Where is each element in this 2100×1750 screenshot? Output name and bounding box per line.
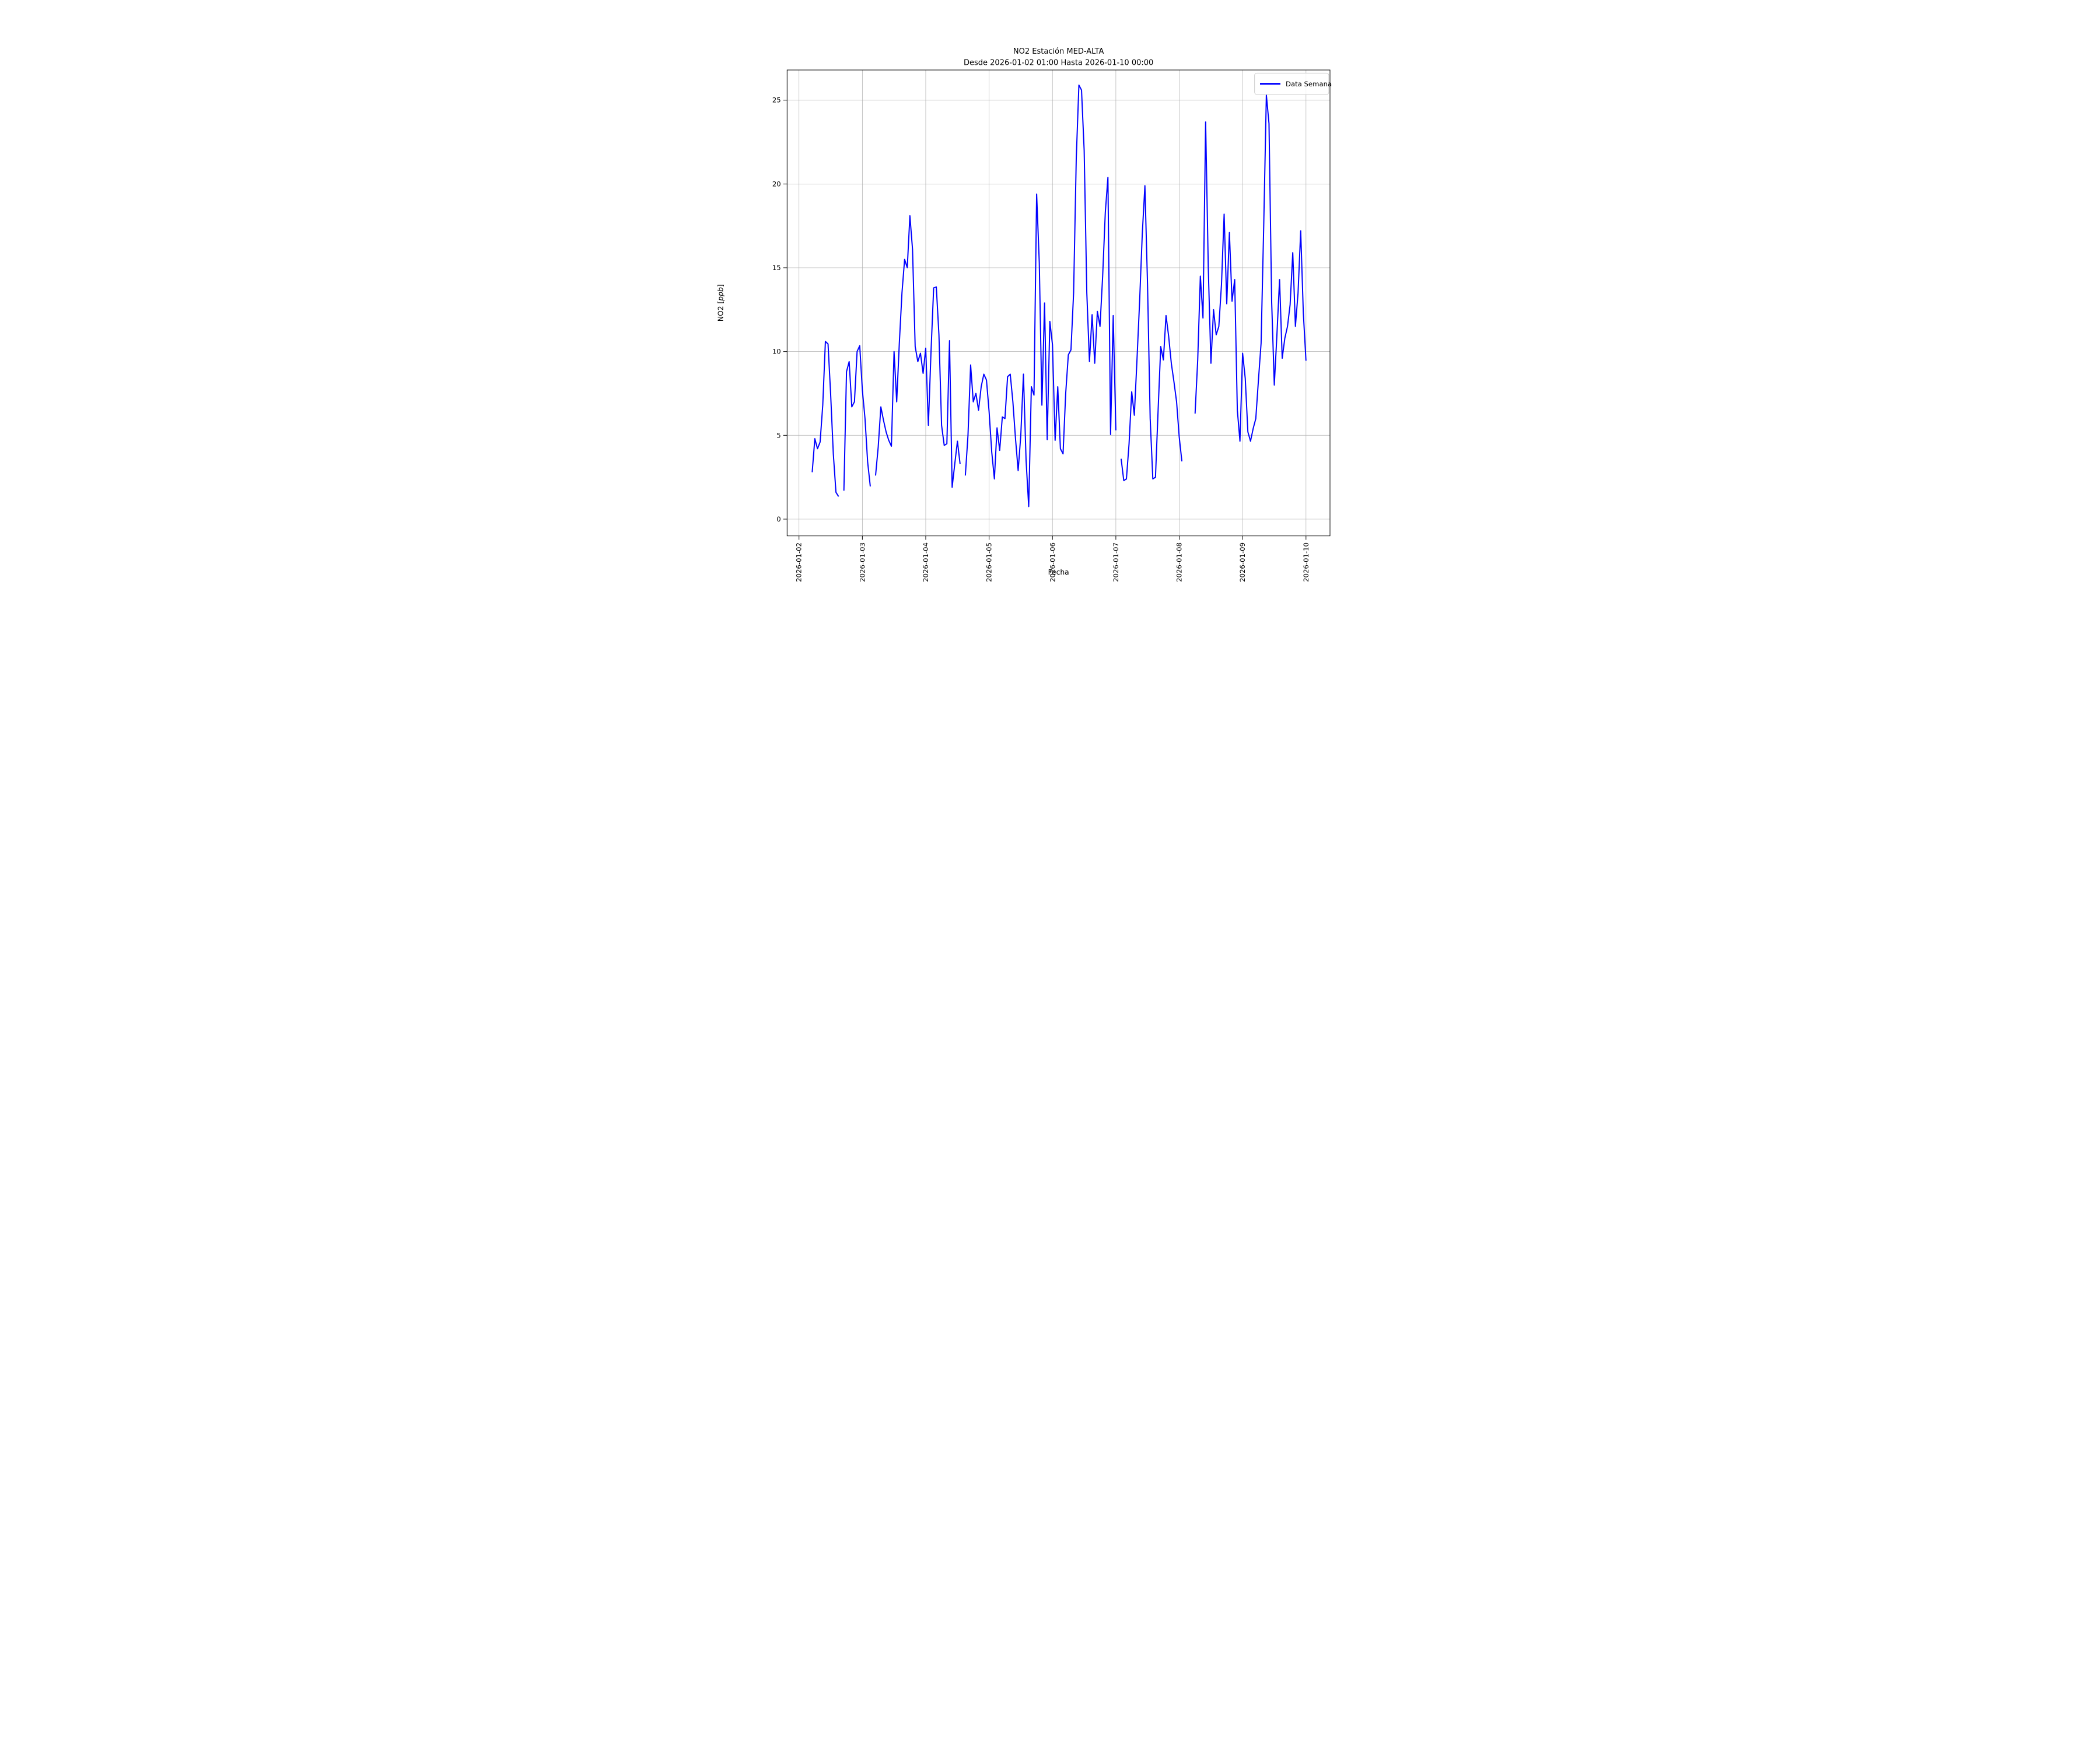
y-axis-label-units: ppb — [716, 287, 724, 302]
figure-container: 2026-01-02 2026-01-03 2026-01-04 2026-01-05… — [700, 0, 1400, 583]
y-axis-label-prefix: NO2 [ — [716, 301, 724, 322]
y-tick-label: 25 — [772, 96, 781, 104]
legend: Data Semana — [1254, 72, 1332, 95]
x-tick-label: 2026-01-07 — [1112, 542, 1120, 582]
x-tick-label: 2026-01-02 — [795, 542, 803, 582]
x-axis-label: Fecha — [1048, 568, 1069, 576]
y-axis-label: NO2 [ppb] — [716, 284, 724, 321]
x-tick-label: 2026-01-05 — [985, 542, 993, 582]
gridline-layer — [787, 70, 1330, 536]
x-tick-label: 2026-01-06 — [1048, 542, 1056, 582]
x-tick-label: 2026-01-09 — [1238, 542, 1247, 582]
x-tick-label: 2026-01-04 — [922, 542, 930, 582]
plot-border — [786, 69, 1331, 537]
y-tick-label: 15 — [772, 264, 781, 272]
legend-label: Data Semana — [1286, 80, 1332, 88]
x-tick-label: 2026-01-10 — [1302, 542, 1310, 582]
x-tick-label: 2026-01-03 — [858, 542, 866, 582]
y-tick-label: 0 — [776, 515, 780, 523]
chart-title: NO2 Estación MED-ALTA — [1013, 47, 1104, 56]
y-tick-label: 10 — [772, 348, 781, 356]
series-line — [811, 84, 1307, 508]
tick-layer: 2026-01-02 2026-01-03 2026-01-04 2026-01-05… — [772, 96, 1310, 582]
series-layer — [811, 84, 1307, 508]
chart-subtitle: Desde 2026-01-02 01:00 Hasta 2026-01-10 … — [964, 58, 1153, 67]
y-tick-label: 20 — [772, 180, 781, 188]
legend-box — [1254, 72, 1329, 95]
line-chart: 2026-01-02 2026-01-03 2026-01-04 2026-01-05… — [700, 0, 1400, 583]
y-tick-label: 5 — [776, 431, 780, 439]
x-tick-label: 2026-01-08 — [1175, 542, 1184, 582]
y-axis-label-suffix: ] — [716, 284, 724, 287]
